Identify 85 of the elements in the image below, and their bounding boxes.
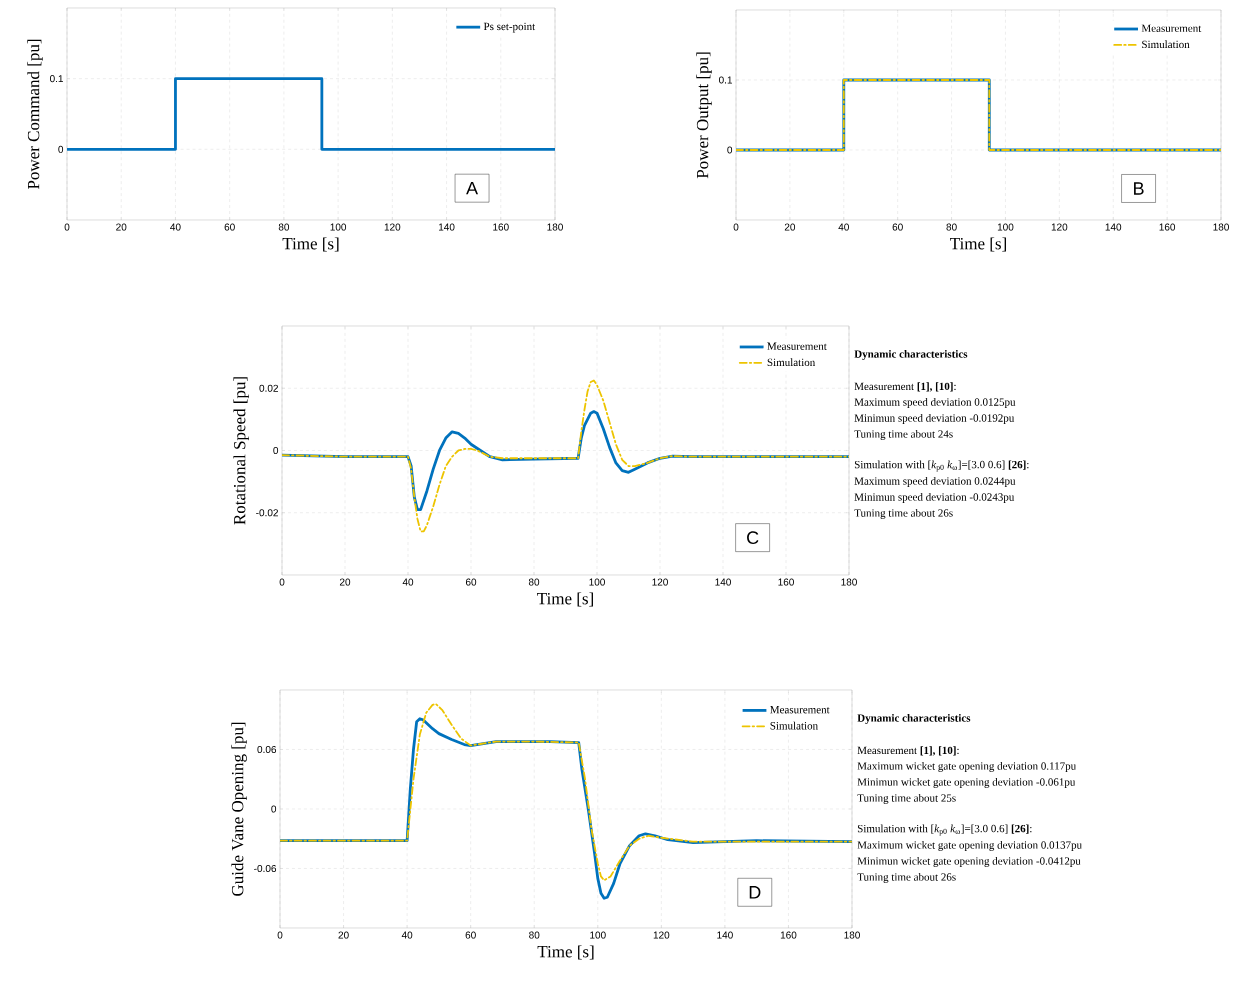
- x-tick-label: 20: [338, 931, 349, 939]
- x-axis-title: Time [s]: [282, 237, 339, 252]
- x-tick-label: 20: [339, 578, 351, 586]
- x-tick-label: 160: [778, 578, 794, 586]
- y-tick-label: 0.1: [49, 75, 64, 83]
- text: Minimun wicket gate opening deviation -0.061pu: [857, 777, 1076, 788]
- x-axis-title: Time [s]: [950, 237, 1006, 252]
- x-tick-label: 120: [653, 931, 670, 939]
- y-tick-label: 0.1: [718, 76, 733, 84]
- y-axis-title: Power Command [pu]: [27, 39, 43, 190]
- text: Minimun wicket gate opening deviation -0.0412pu: [857, 856, 1081, 867]
- annotation: A: [466, 181, 479, 195]
- x-tick-label: 180: [1213, 223, 1229, 231]
- x-tick-label: 160: [780, 931, 797, 939]
- y-axis-title: Guide Vane Opening [pu]: [231, 722, 247, 896]
- x-tick-label: 40: [401, 931, 413, 939]
- text: Tuning time about 26s: [857, 872, 956, 883]
- legend-label: Simulation: [1142, 40, 1190, 49]
- legend-label: Simulation: [770, 721, 818, 730]
- x-tick-label: 140: [717, 931, 733, 939]
- x-tick-label: 120: [1051, 223, 1068, 231]
- legend-label: Ps set-point: [483, 22, 536, 33]
- legend-label: Measurement: [767, 342, 827, 350]
- x-tick-label: 100: [997, 223, 1014, 231]
- y-tick-label: 0: [273, 446, 279, 455]
- y-tick-label: 0: [271, 805, 277, 813]
- x-tick-label: 80: [529, 931, 540, 939]
- legend-label: Measurement: [1141, 24, 1202, 32]
- x-tick-label: 40: [838, 223, 849, 231]
- text: Simulation with [k$_{p0}$ k$_{ω}$]=[3.0 0.6] [26]:: [854, 460, 1029, 472]
- x-tick-label: 100: [330, 223, 347, 231]
- text: Maximum speed deviation 0.0244pu: [854, 477, 1016, 487]
- y-tick-label: 0.02: [259, 384, 278, 392]
- x-tick-label: 80: [528, 578, 540, 586]
- annotation: B: [1134, 182, 1144, 195]
- x-tick-label: 160: [1159, 223, 1176, 231]
- x-tick-label: 120: [652, 578, 668, 586]
- x-tick-label: 20: [116, 223, 127, 231]
- text: Simulation with [k$_{p0}$ k$_{ω}$]=[3.0 0.6] [26]:: [857, 824, 1032, 836]
- y-axis-title: Rotational Speed [pu]: [233, 377, 249, 525]
- x-tick-label: 140: [715, 578, 731, 586]
- text: Minimun speed deviation -0.0192pu: [854, 414, 1015, 424]
- x-tick-label: 100: [590, 931, 606, 939]
- text: Tuning time about 26s: [854, 508, 953, 519]
- x-tick-label: 60: [892, 223, 903, 231]
- text: Tuning time about 24s: [854, 429, 953, 440]
- x-tick-label: 80: [278, 223, 290, 231]
- text: Tuning time about 25s: [857, 793, 956, 804]
- x-tick-label: 180: [841, 578, 857, 586]
- x-tick-label: 60: [465, 578, 477, 586]
- legend-label: Simulation: [767, 358, 816, 367]
- annotation: C: [747, 531, 759, 544]
- legend-label: Measurement: [770, 706, 830, 714]
- x-tick-label: 40: [170, 223, 181, 231]
- y-tick-label: -0.06: [254, 864, 277, 873]
- x-tick-label: 0: [733, 223, 739, 231]
- x-tick-label: 140: [1105, 223, 1122, 231]
- x-tick-label: 140: [438, 223, 455, 231]
- x-tick-label: 0: [277, 931, 283, 939]
- x-tick-label: 180: [844, 931, 860, 939]
- y-tick-label: -0.02: [256, 509, 278, 517]
- text: Measurement [1], [10]:: [854, 382, 956, 392]
- text: Dynamic characteristics: [854, 349, 968, 360]
- x-tick-label: 100: [589, 578, 605, 586]
- x-axis-title: Time [s]: [537, 592, 593, 607]
- x-tick-label: 0: [279, 578, 285, 586]
- text: Minimun speed deviation -0.0243pu: [854, 493, 1015, 503]
- x-tick-label: 60: [224, 223, 235, 231]
- x-tick-label: 160: [493, 223, 509, 231]
- text: Measurement [1], [10]:: [857, 746, 959, 756]
- y-axis-title: Power Output [pu]: [696, 52, 712, 179]
- text: Maximum wicket gate opening deviation 0.0137pu: [857, 840, 1082, 851]
- x-axis-title: Time [s]: [537, 945, 594, 960]
- text: Maximum wicket gate opening deviation 0.117pu: [857, 761, 1076, 772]
- x-tick-label: 80: [946, 223, 957, 231]
- x-tick-label: 180: [547, 223, 563, 231]
- x-tick-label: 120: [384, 223, 401, 231]
- x-tick-label: 40: [402, 578, 414, 586]
- annotation: D: [749, 886, 761, 899]
- y-tick-label: 0.06: [257, 745, 277, 754]
- text: Maximum speed deviation 0.0125pu: [854, 398, 1016, 408]
- x-tick-label: 0: [64, 223, 70, 231]
- text: Dynamic characteristics: [857, 713, 971, 724]
- x-tick-label: 60: [465, 931, 476, 939]
- x-tick-label: 20: [784, 223, 796, 231]
